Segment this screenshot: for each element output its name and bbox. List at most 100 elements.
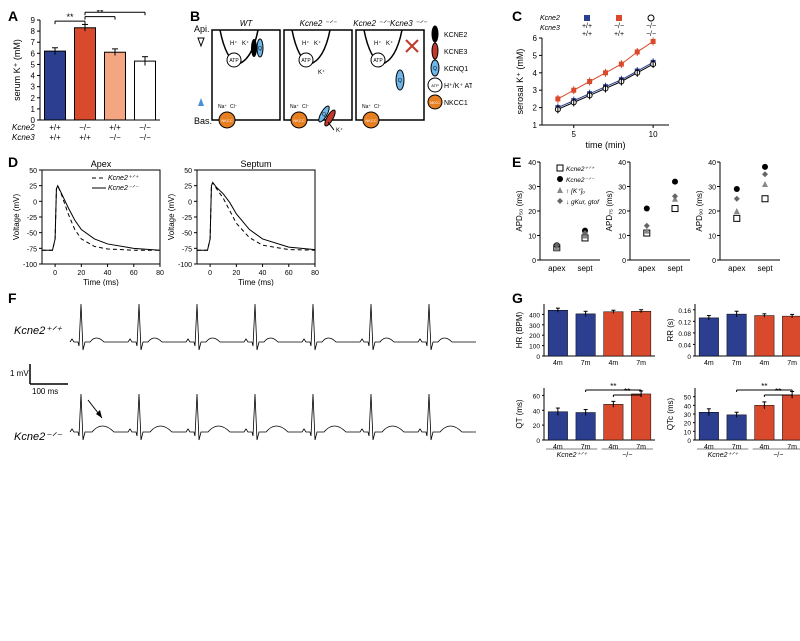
svg-text:40: 40 <box>104 270 112 277</box>
svg-text:30: 30 <box>708 185 716 192</box>
svg-text:NKCC: NKCC <box>365 118 376 123</box>
svg-text:Kcne2 ⁻ᐟ⁻: Kcne2 ⁻ᐟ⁻ <box>300 19 338 28</box>
svg-text:0: 0 <box>208 270 212 277</box>
svg-text:25: 25 <box>184 184 192 191</box>
panel-a-label: A <box>8 8 18 24</box>
svg-text:Kcne2⁺ᐟ⁺: Kcne2⁺ᐟ⁺ <box>566 166 595 173</box>
svg-text:sept: sept <box>577 264 593 273</box>
svg-text:50: 50 <box>684 395 692 402</box>
svg-text:Kcne2: Kcne2 <box>540 15 560 22</box>
svg-text:80: 80 <box>311 270 319 277</box>
svg-text:10: 10 <box>528 234 536 241</box>
svg-text:10: 10 <box>618 234 626 241</box>
svg-text:−/−: −/− <box>139 123 151 132</box>
svg-text:40: 40 <box>684 403 692 410</box>
svg-text:Kcne2⁺ᐟ⁺: Kcne2⁺ᐟ⁺ <box>557 452 589 458</box>
svg-text:7m: 7m <box>732 360 742 367</box>
svg-text:Kcne2⁺ᐟ⁺: Kcne2⁺ᐟ⁺ <box>708 452 740 458</box>
svg-text:7m: 7m <box>581 360 591 367</box>
svg-text:1 mV: 1 mV <box>10 369 29 378</box>
svg-text:0: 0 <box>33 199 37 206</box>
svg-text:Kcne2⁻ᐟ⁻: Kcne2⁻ᐟ⁻ <box>566 177 595 184</box>
svg-text:40: 40 <box>533 408 541 415</box>
svg-text:Bas.: Bas. <box>194 116 212 126</box>
svg-text:Kcne2⁺ᐟ⁺: Kcne2⁺ᐟ⁺ <box>108 175 140 182</box>
svg-text:30: 30 <box>684 412 692 419</box>
svg-text:KCNQ1: KCNQ1 <box>444 66 468 73</box>
svg-text:400: 400 <box>529 312 540 319</box>
panel-g: G 0100200300400HR (BPM)4m7m4m7m00.040.08… <box>514 292 800 472</box>
svg-text:**: ** <box>66 12 74 22</box>
svg-text:Cl⁻: Cl⁻ <box>374 104 382 110</box>
svg-text:7m: 7m <box>636 360 646 367</box>
svg-text:Time (ms): Time (ms) <box>83 278 119 286</box>
svg-text:30: 30 <box>528 185 536 192</box>
svg-text:↑ [K⁺]ₒ: ↑ [K⁺]ₒ <box>566 188 585 195</box>
svg-text:−/−: −/− <box>614 23 624 30</box>
svg-text:Voltage (mV): Voltage (mV) <box>167 194 176 241</box>
svg-text:7: 7 <box>31 38 36 47</box>
svg-text:-100: -100 <box>178 262 192 269</box>
svg-text:20: 20 <box>533 423 541 430</box>
svg-text:5: 5 <box>572 130 577 139</box>
svg-text:10: 10 <box>708 234 716 241</box>
svg-text:9: 9 <box>31 16 36 25</box>
svg-text:APD₇₅ (ms): APD₇₅ (ms) <box>605 190 614 231</box>
svg-text:100: 100 <box>529 344 540 351</box>
panel-c: C 123456510serosal K⁺ (mM)time (min)Kcne… <box>514 10 800 150</box>
svg-text:-25: -25 <box>27 215 37 222</box>
svg-text:APD₉₀ (ms): APD₉₀ (ms) <box>695 190 704 231</box>
svg-text:−/−: −/− <box>646 31 656 38</box>
svg-text:Q: Q <box>398 78 402 84</box>
svg-text:40: 40 <box>259 270 267 277</box>
svg-text:−/−: −/− <box>646 23 656 30</box>
svg-text:Kcne2⁺ᐟ⁺: Kcne2⁺ᐟ⁺ <box>14 325 63 337</box>
svg-text:time (min): time (min) <box>586 140 626 150</box>
svg-text:apex: apex <box>638 264 655 273</box>
svg-text:20: 20 <box>618 209 626 216</box>
svg-text:4m: 4m <box>553 444 563 451</box>
svg-text:**: ** <box>775 387 781 396</box>
svg-text:Na⁺: Na⁺ <box>362 104 371 110</box>
svg-text:40: 40 <box>528 160 536 167</box>
svg-text:7m: 7m <box>732 444 742 451</box>
svg-text:Q: Q <box>258 46 262 52</box>
svg-text:0: 0 <box>536 354 540 361</box>
svg-text:Api.: Api. <box>194 24 210 34</box>
svg-text:WT: WT <box>240 19 254 28</box>
svg-text:0: 0 <box>188 199 192 206</box>
svg-text:Kcne2⁻ᐟ⁻: Kcne2⁻ᐟ⁻ <box>108 185 140 192</box>
svg-text:-50: -50 <box>27 231 37 238</box>
svg-text:50: 50 <box>29 168 37 175</box>
svg-text:Q: Q <box>322 112 326 118</box>
svg-text:+/+: +/+ <box>614 31 624 38</box>
panel-c-label: C <box>512 8 522 24</box>
svg-text:20: 20 <box>232 270 240 277</box>
panel-f-label: F <box>8 290 17 306</box>
svg-text:Kcne3: Kcne3 <box>540 25 560 32</box>
svg-text:+/+: +/+ <box>109 123 121 132</box>
svg-text:100 ms: 100 ms <box>32 387 58 396</box>
svg-text:60: 60 <box>533 393 541 400</box>
svg-text:serum K⁺ (mM): serum K⁺ (mM) <box>12 39 22 101</box>
svg-text:2: 2 <box>533 104 538 113</box>
svg-text:**: ** <box>761 382 767 391</box>
svg-text:ATP: ATP <box>373 58 383 64</box>
svg-text:60: 60 <box>285 270 293 277</box>
svg-text:−/−: −/− <box>139 133 151 142</box>
svg-text:20: 20 <box>528 209 536 216</box>
svg-text:RR (s): RR (s) <box>666 318 675 341</box>
svg-text:Na⁺: Na⁺ <box>218 104 227 110</box>
svg-text:3: 3 <box>31 83 36 92</box>
svg-text:60: 60 <box>130 270 138 277</box>
svg-text:K⁺: K⁺ <box>386 40 393 47</box>
svg-text:−/−: −/− <box>109 133 121 142</box>
panel-b-label: B <box>190 8 200 24</box>
panel-d: D -100-75-50-2502550020406080Voltage (mV… <box>10 156 502 286</box>
svg-text:Cl⁻: Cl⁻ <box>230 104 238 110</box>
panel-b: B Api.Bas.WTATPH⁺K⁺NKCCNa⁺Cl⁻QKcne2 ⁻ᐟ⁻A… <box>192 10 502 150</box>
svg-text:0.12: 0.12 <box>678 319 691 326</box>
svg-text:QT (ms): QT (ms) <box>515 399 524 429</box>
svg-text:H⁺: H⁺ <box>230 40 238 47</box>
svg-text:4: 4 <box>31 72 36 81</box>
